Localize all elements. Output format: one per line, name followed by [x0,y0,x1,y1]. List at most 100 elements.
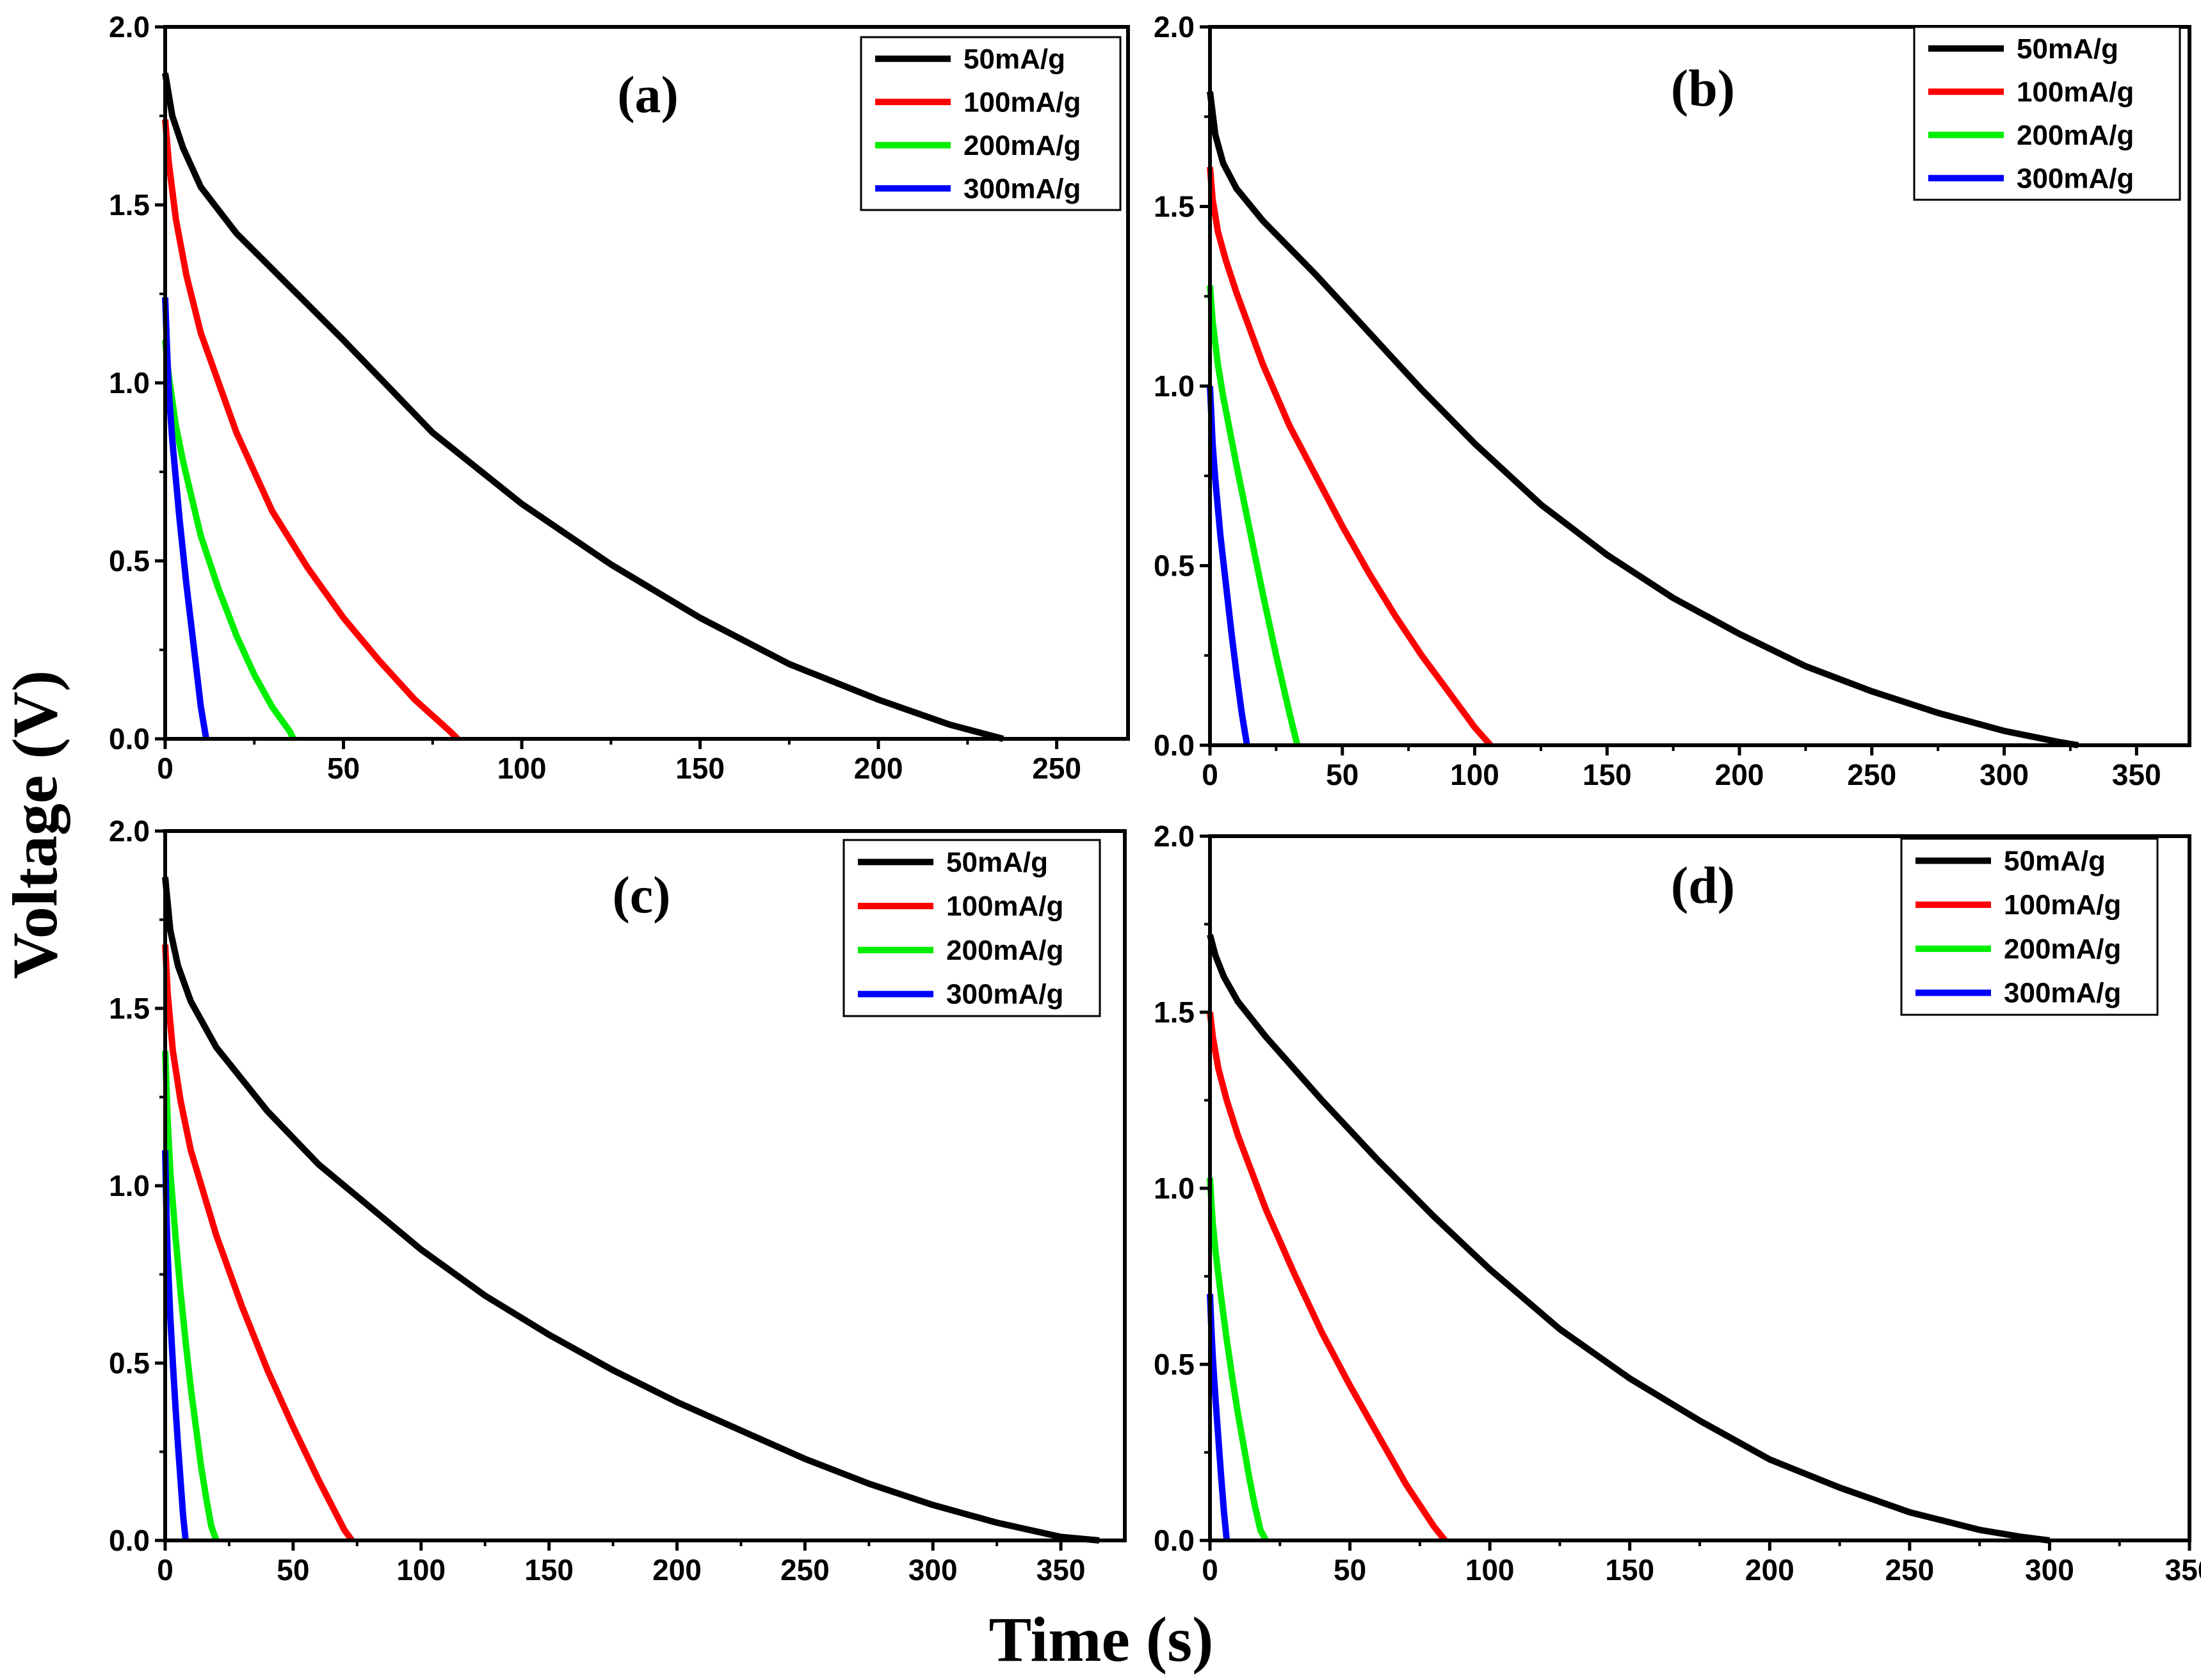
series-line-50ma-g [162,72,1004,742]
x-tick-label: 250 [1847,758,1896,791]
series-line-100ma-g [162,944,355,1542]
series-line-200ma-g [162,1051,220,1542]
legend: 50mA/g 100mA/g 200mA/g 300mA/g [1900,837,2159,1016]
panel-c: 0 50 100 150 200 250 300 350 0.0 0.5 1.0 1.5 2.0 (c) 5… [109,814,1127,1587]
x-tick-label: 350 [2112,758,2161,791]
x-tick-label: 150 [524,1553,574,1587]
panel-label: (b) [1671,59,1735,117]
legend-label: 100mA/g [946,891,1063,922]
x-tick-label: 50 [1326,758,1358,791]
legend-label: 300mA/g [2017,163,2134,194]
series-line-200ma-g [1207,285,1301,747]
x-tick-label: 100 [1465,1553,1515,1587]
legend-label: 100mA/g [2017,76,2134,108]
series-line-100ma-g [1207,166,1494,748]
x-tick-label: 200 [1745,1553,1794,1587]
y-tick-label: 2.0 [1154,820,1195,853]
legend-box [843,839,1101,1017]
y-tick-label: 1.5 [1154,996,1195,1029]
x-tick-label: 150 [1583,758,1632,791]
legend: 50mA/g 100mA/g 200mA/g 300mA/g [1913,26,2181,201]
x-tick-label: 200 [652,1553,702,1587]
legend-label: 50mA/g [2004,845,2106,876]
legend-label: 300mA/g [946,979,1063,1010]
series-line-300ma-g [162,297,210,739]
panel-label: (d) [1671,856,1735,914]
series-line-100ma-g [1207,1012,1448,1543]
x-tick-label: 250 [1885,1553,1934,1587]
series-line-50ma-g [162,876,1100,1544]
y-tick-label: 1.0 [109,366,150,400]
legend-label: 200mA/g [2004,933,2121,965]
y-tick-label: 1.0 [1154,369,1195,403]
x-tick-label: 100 [497,752,547,785]
panel-label: (c) [612,866,670,924]
y-tick-label: 0.5 [109,544,150,578]
x-tick-label: 50 [277,1553,309,1587]
legend-label: 100mA/g [2004,889,2121,921]
x-tick-label: 250 [1032,752,1081,785]
x-tick-label: 0 [1202,758,1218,791]
x-tick-label: 150 [1605,1553,1654,1587]
series-line-50ma-g [1207,91,2079,748]
legend-label: 200mA/g [946,935,1063,966]
y-tick-label: 1.5 [1154,190,1195,223]
legend-box [860,36,1122,211]
y-tick-label: 0.5 [1154,1348,1195,1381]
y-tick-label: 1.5 [109,992,150,1025]
y-axis-title: Voltage (V) [0,670,70,979]
x-tick-label: 350 [2165,1553,2201,1587]
x-tick-label: 200 [854,752,903,785]
series-line-50ma-g [1207,933,2051,1544]
x-tick-label: 250 [780,1553,830,1587]
y-tick-label: 0.0 [1154,1524,1195,1557]
y-tick-label: 0.5 [109,1346,150,1380]
x-tick-label: 100 [396,1553,446,1587]
y-tick-label: 2.0 [1154,10,1195,44]
x-tick-label: 0 [157,1553,173,1587]
legend: 50mA/g 100mA/g 200mA/g 300mA/g [860,36,1122,211]
x-tick-label: 0 [157,752,173,785]
y-tick-label: 1.5 [109,188,150,222]
series-line-200ma-g [1207,1177,1269,1542]
legend-label: 300mA/g [963,173,1081,204]
x-tick-label: 50 [1334,1553,1366,1587]
x-tick-label: 150 [675,752,725,785]
x-tick-label: 0 [1202,1553,1218,1587]
x-tick-label: 350 [1036,1553,1086,1587]
panel-b: 0 50 100 150 200 250 300 350 0.0 0.5 1.0 1.5 2.0 (b) 5… [1154,10,2191,791]
x-tick-label: 100 [1450,758,1499,791]
panel-label: (a) [617,65,679,124]
legend-label: 300mA/g [2004,978,2121,1009]
legend-label: 50mA/g [946,846,1048,878]
y-tick-label: 2.0 [109,814,150,848]
y-tick-label: 0.0 [1154,729,1195,762]
legend-label: 200mA/g [2017,120,2134,151]
y-tick-label: 2.0 [109,10,150,44]
series-line-300ma-g [1207,385,1250,746]
x-tick-label: 50 [327,752,360,785]
series-line-200ma-g [162,339,296,741]
legend-box [1900,837,2159,1016]
x-tick-label: 300 [1979,758,2029,791]
y-tick-label: 0.0 [109,722,150,755]
legend-label: 200mA/g [963,130,1081,161]
y-tick-label: 1.0 [109,1169,150,1202]
x-tick-label: 300 [908,1553,958,1587]
y-tick-label: 0.5 [1154,549,1195,583]
panels-group: 0 50 100 150 200 250 0.0 0.5 1.0 1.5 2.0 (a) 50mA/g 1… [109,10,2201,1587]
series-line-100ma-g [162,119,460,741]
x-tick-label: 300 [2025,1553,2074,1587]
y-tick-label: 1.0 [1154,1172,1195,1205]
x-axis-title: Time (s) [989,1604,1214,1675]
legend-label: 100mA/g [963,86,1081,118]
legend-label: 50mA/g [2017,33,2118,65]
legend: 50mA/g 100mA/g 200mA/g 300mA/g [843,839,1101,1017]
y-tick-label: 0.0 [109,1524,150,1557]
legend-label: 50mA/g [963,44,1065,75]
legend-box [1913,26,2181,201]
panel-d: 0 50 100 150 200 250 300 350 0.0 0.5 1.0 1.5 2.0 (d) 5… [1154,820,2201,1587]
x-tick-label: 200 [1715,758,1764,791]
panel-a: 0 50 100 150 200 250 0.0 0.5 1.0 1.5 2.0 (a) 50mA/g 1… [109,10,1130,785]
